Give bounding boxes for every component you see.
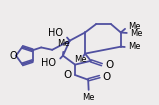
- Text: HO: HO: [41, 58, 56, 68]
- Text: Me: Me: [74, 55, 87, 64]
- Text: Me: Me: [128, 43, 140, 51]
- Text: HO: HO: [48, 28, 63, 38]
- Text: Me: Me: [130, 29, 143, 38]
- Text: Me: Me: [128, 22, 140, 31]
- Text: O: O: [105, 60, 114, 70]
- Text: Me: Me: [82, 93, 95, 102]
- Text: O: O: [64, 70, 72, 80]
- Text: O: O: [9, 51, 17, 61]
- Text: Me: Me: [57, 39, 69, 48]
- Text: O: O: [103, 72, 111, 82]
